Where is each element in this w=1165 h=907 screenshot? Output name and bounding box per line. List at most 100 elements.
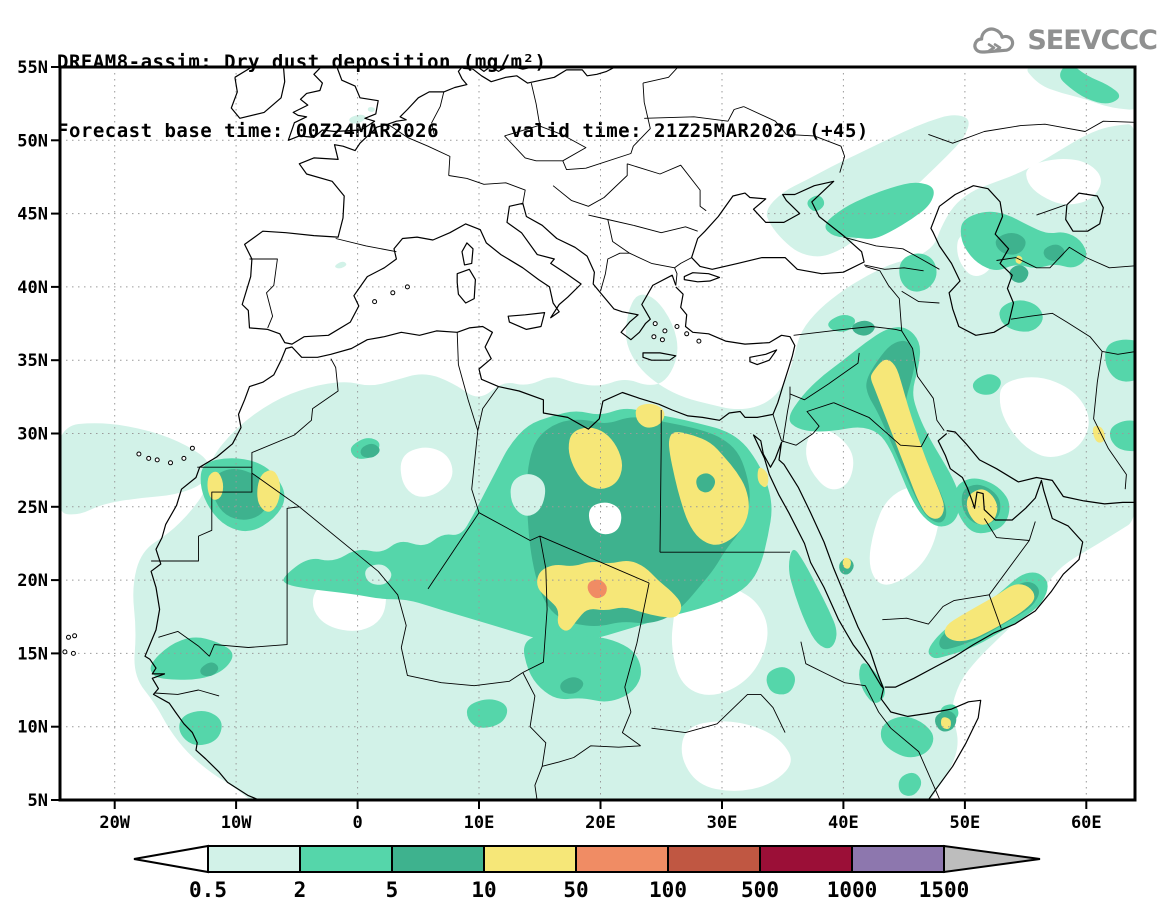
country-border [621, 582, 650, 747]
coastline [230, 67, 286, 119]
country-border [983, 518, 1030, 541]
country-border [522, 536, 548, 673]
coastline [490, 67, 508, 72]
island [181, 455, 187, 461]
latitude-axis-label: 45N [17, 205, 48, 225]
contour-region [766, 115, 969, 257]
country-border [674, 267, 678, 286]
contour-region [966, 489, 998, 525]
country-border [793, 326, 902, 336]
island [390, 290, 396, 296]
country-border [843, 236, 940, 270]
contour-region [200, 662, 219, 677]
island [404, 284, 410, 290]
coastline [946, 430, 1135, 505]
island [372, 299, 378, 305]
colorbar-segment [299, 845, 393, 873]
country-border [251, 472, 300, 508]
contour-region [757, 467, 769, 488]
country-border [633, 224, 698, 234]
contour-region [995, 232, 1026, 255]
coastline [884, 433, 1084, 688]
colorbar-segment [391, 845, 485, 873]
contour-region [898, 772, 922, 796]
country-border [1093, 351, 1127, 490]
contour-region [587, 579, 607, 599]
contour-region [523, 634, 641, 702]
coastline-closed [930, 185, 1015, 336]
contour-region [1043, 244, 1065, 261]
contour-region [899, 253, 937, 292]
country-border [789, 352, 860, 401]
latitude-axis-label: 15N [17, 644, 48, 664]
coastline-closed [1065, 192, 1104, 232]
colorbar-label: 2 [294, 878, 307, 902]
latitude-axis-label: 30N [17, 425, 48, 445]
contour-region [1009, 265, 1029, 283]
dust-field [60, 67, 1135, 800]
country-border [1010, 312, 1103, 352]
contour-region [466, 699, 508, 728]
latitude-axis-label: 50N [17, 131, 48, 151]
country-border [387, 123, 451, 176]
island [652, 321, 658, 327]
colorbar-segment [667, 845, 761, 873]
colorbar-label: 1500 [919, 878, 970, 902]
contour-region [560, 677, 584, 694]
country-border [659, 410, 662, 553]
contour-region [349, 114, 366, 124]
country-border [781, 402, 834, 446]
contour-region [807, 195, 825, 212]
grid [60, 67, 1135, 800]
country-border [478, 512, 650, 584]
country-border [901, 290, 940, 304]
country-border [651, 693, 786, 734]
country-border [251, 358, 339, 468]
country-border [477, 386, 499, 431]
country-border [154, 689, 220, 697]
country-border [644, 106, 744, 122]
island [66, 634, 71, 640]
country-border [542, 745, 641, 767]
longitude-axis-label: 50E [950, 813, 981, 833]
country-border [335, 238, 397, 253]
country-border [427, 512, 480, 590]
contour-region [635, 403, 665, 428]
longitude-axis-label: 40E [828, 813, 859, 833]
coastline [241, 67, 677, 345]
country-border [530, 82, 541, 126]
country-border [463, 68, 474, 70]
logo-text: SEEVCCC [1027, 24, 1158, 56]
country-border [629, 252, 692, 269]
contour-region [1092, 425, 1105, 443]
coastline-closed [683, 272, 721, 283]
coastlines [62, 67, 1135, 800]
island [189, 445, 195, 451]
country-border [471, 430, 480, 513]
plot-subtitle: Forecast base time: 00Z24MAR2026 valid t… [57, 120, 869, 142]
colorbar-label: 500 [741, 878, 779, 902]
axis-labels: 55N 50N 45N 40N 35N 30N 25N 20N 15N 10N 5N 20W 10W 0 1… [17, 58, 1101, 833]
colorbar-segment [759, 845, 853, 873]
seevccc-logo: SEEVCCC [971, 22, 1158, 58]
country-border [431, 91, 445, 135]
contour-region [880, 716, 934, 758]
country-border [1102, 350, 1135, 355]
contour-region [859, 663, 885, 703]
country-border [522, 672, 547, 800]
contour-region [825, 182, 934, 239]
coastline [287, 67, 379, 141]
country-border [864, 264, 924, 272]
longitude-axis-label: 30E [707, 813, 738, 833]
contour-region [568, 427, 623, 489]
latitude-axis-label: 35N [17, 351, 48, 371]
colorbar-overflow-arrow [943, 844, 1041, 874]
latitude-axis-label: 5N [28, 791, 48, 811]
contour-region [671, 581, 768, 695]
island [696, 338, 702, 344]
country-border [1036, 204, 1066, 216]
island [168, 460, 173, 466]
longitude-axis-label: 20E [585, 813, 616, 833]
country-border [504, 125, 587, 162]
colorbar-label: 10 [471, 878, 496, 902]
